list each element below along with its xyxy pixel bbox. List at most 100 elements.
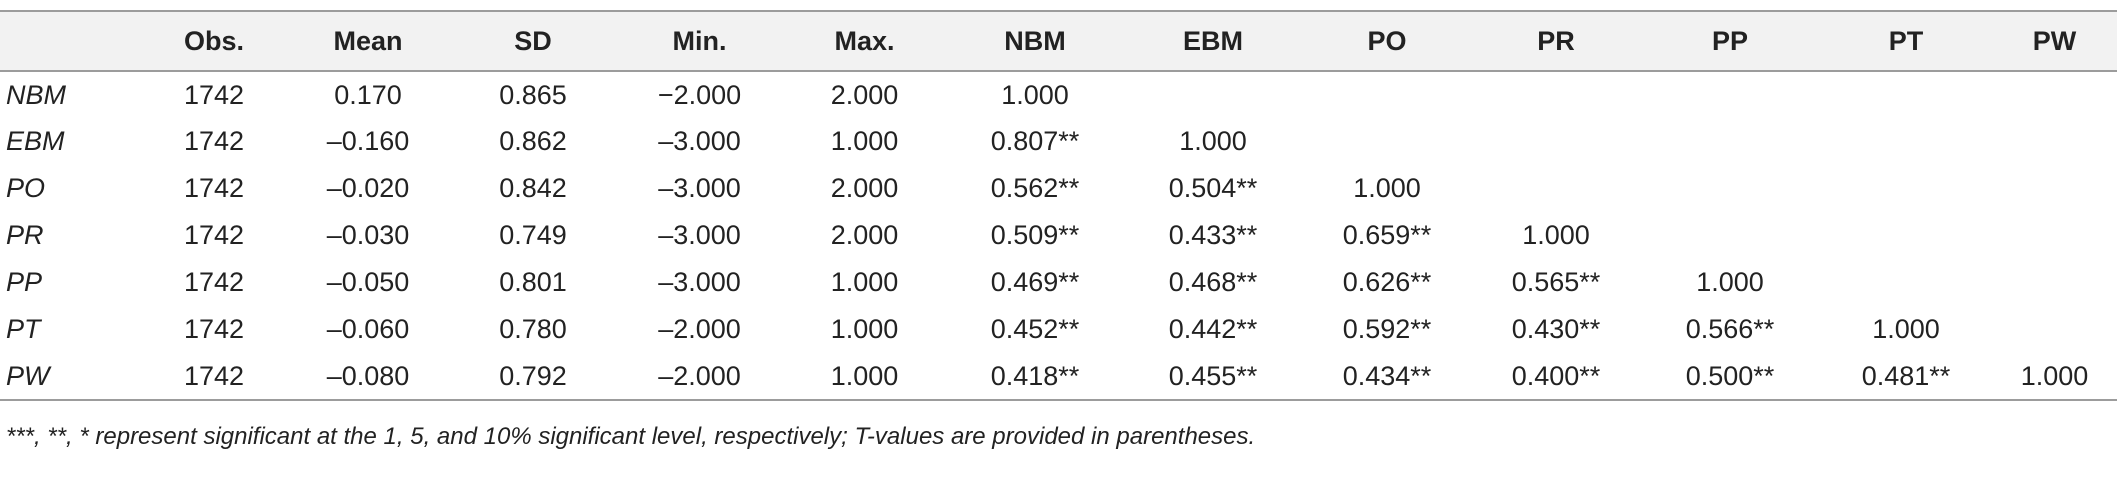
table-cell: [1820, 165, 1992, 212]
table-cell: [1640, 212, 1820, 259]
table-cell: [1820, 118, 1992, 165]
table-cell: 0.566**: [1685, 314, 1775, 344]
table-row: PP 1742 –0.050 0.801 –3.000 1.000 0.469** 0.468…: [0, 259, 2117, 306]
table-cell: 0.565**: [1511, 267, 1601, 297]
table-cell: 0.434**: [1302, 353, 1472, 401]
row-label: EBM: [6, 126, 65, 156]
table-cell: 1.000: [830, 314, 899, 344]
table-cell: [1992, 212, 2117, 259]
table-cell: 2.000: [830, 173, 899, 203]
table-cell: 0.469**: [990, 267, 1080, 297]
table-cell: 2.000: [830, 220, 899, 250]
table-cell: 0.455**: [1124, 353, 1302, 401]
table-cell: [1820, 259, 1992, 306]
table-cell: 1742: [183, 126, 245, 156]
table-cell: 0.801: [499, 267, 567, 297]
table-cell: −2.000: [657, 79, 742, 110]
header-cell: NBM: [946, 10, 1124, 72]
header-cell: PT: [1820, 10, 1992, 72]
table-cell: 1.000: [783, 353, 946, 401]
table-cell: [1992, 165, 2117, 212]
table-cell: 0.430**: [1511, 314, 1601, 344]
table-cell: 0.509**: [990, 220, 1080, 250]
table-cell: –0.080: [286, 353, 450, 401]
header-cell: PW: [1992, 10, 2117, 72]
table-cell: 0.562**: [990, 173, 1080, 203]
table-cell: 0.626**: [1342, 267, 1432, 297]
table-row: NBM 1742 0.170 0.865 −2.000 2.000 1.000: [0, 71, 2117, 118]
header-cell: EBM: [1124, 10, 1302, 72]
header-cell-blank: [0, 10, 142, 72]
table-cell: 0.659**: [1342, 220, 1432, 250]
row-label: PW: [0, 353, 142, 401]
table-cell: 1.000: [1992, 353, 2117, 401]
table-cell: [1302, 71, 1472, 118]
table-cell: –3.000: [658, 267, 741, 297]
table-cell: 1.000: [1872, 314, 1940, 344]
table-cell: 0.500**: [1640, 353, 1820, 401]
header-cell: Min.: [616, 10, 783, 72]
table-cell: 0.807**: [990, 126, 1080, 156]
table-cell: [1820, 212, 1992, 259]
table-cell: [1472, 118, 1640, 165]
table-cell: 1.000: [1696, 267, 1764, 297]
row-label: PO: [6, 173, 46, 203]
table-cell: –0.030: [326, 220, 410, 250]
table-cell: 2.000: [830, 79, 899, 110]
header-cell: Max.: [783, 10, 946, 72]
header-cell: Mean: [286, 10, 450, 72]
table-cell: [1992, 71, 2117, 118]
table-cell: 0.780: [499, 314, 567, 344]
header-cell: SD: [450, 10, 616, 72]
table-cell: –0.060: [326, 314, 410, 344]
row-label: PT: [6, 314, 41, 344]
table-cell: [1640, 118, 1820, 165]
table-cell: 0.433**: [1168, 220, 1258, 250]
table-cell: [1302, 118, 1472, 165]
table-cell: 0.749: [499, 220, 567, 250]
table-cell: –2.000: [658, 314, 741, 344]
table-cell: 0.400**: [1472, 353, 1640, 401]
table-cell: –0.160: [326, 126, 410, 156]
table-cell: 0.452**: [990, 314, 1080, 344]
table-cell: 1742: [183, 267, 245, 297]
header-cell: Obs.: [142, 10, 286, 72]
table-cell: [1992, 118, 2117, 165]
table-cell: 0.865: [499, 79, 567, 110]
table-cell: 1742: [183, 220, 245, 250]
table-cell: 1742: [183, 314, 245, 344]
table-cell: –2.000: [616, 353, 783, 401]
table-cell: 1.000: [1353, 173, 1421, 203]
row-label: NBM: [6, 79, 66, 110]
table-cell: –3.000: [658, 220, 741, 250]
table-cell: 1.000: [830, 126, 899, 156]
table-body: NBM 1742 0.170 0.865 −2.000 2.000 1.000 EBM 1742…: [0, 71, 2117, 401]
table-cell: [1640, 165, 1820, 212]
table-cell: 0.504**: [1168, 173, 1258, 203]
header-cell: PR: [1472, 10, 1640, 72]
table-cell: 0.481**: [1820, 353, 1992, 401]
table-cell: [1472, 165, 1640, 212]
table-cell: [1820, 71, 1992, 118]
table-cell: –0.050: [326, 267, 410, 297]
table-cell: [1640, 71, 1820, 118]
table-cell: [1124, 71, 1302, 118]
row-label: PP: [6, 267, 43, 297]
table-cell: –0.020: [326, 173, 410, 203]
row-label: PR: [6, 220, 44, 250]
table-cell: [1992, 259, 2117, 306]
table-cell: 0.442**: [1168, 314, 1258, 344]
table-cell: 1.000: [830, 267, 899, 297]
table-cell: –3.000: [658, 173, 741, 203]
table-cell: [1472, 71, 1640, 118]
table-cell: 1742: [142, 353, 286, 401]
table-row: PW 1742 –0.080 0.792 –2.000 1.000 0.418** 0.455…: [0, 353, 2117, 401]
table-cell: –3.000: [658, 126, 741, 156]
table-row: PT 1742 –0.060 0.780 –2.000 1.000 0.452** 0.442…: [0, 306, 2117, 353]
header-cell: PO: [1302, 10, 1472, 72]
table-row: PR 1742 –0.030 0.749 –3.000 2.000 0.509** 0.433…: [0, 212, 2117, 259]
table-cell: 1742: [183, 79, 245, 110]
table-cell: 0.418**: [946, 353, 1124, 401]
table-header: Obs. Mean SD Min. Max. NBM EBM PO PR PP PT PW: [0, 10, 2117, 72]
